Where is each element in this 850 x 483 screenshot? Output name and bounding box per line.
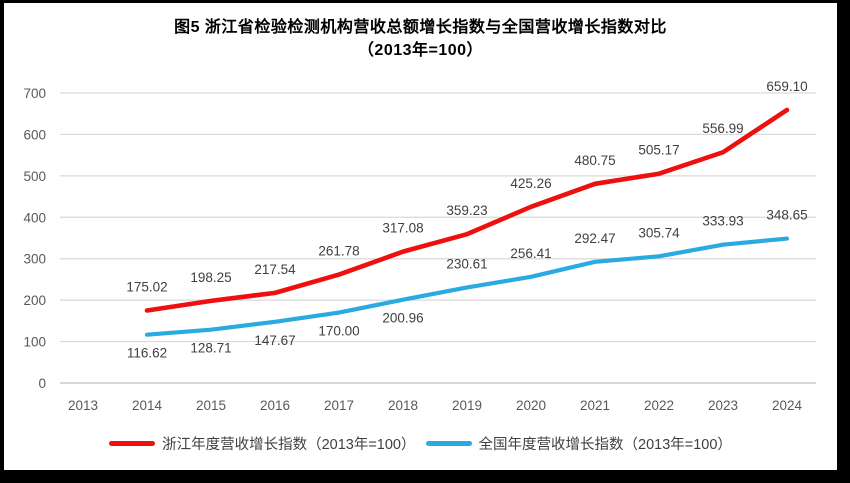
x-tick-label: 2016 [260,398,290,413]
y-tick-label: 500 [23,169,46,184]
data-label-series-0: 425.26 [510,176,551,191]
data-label-series-0: 198.25 [190,270,231,285]
x-tick-label: 2020 [516,398,546,413]
data-label-series-1: 128.71 [190,341,231,356]
y-tick-label: 400 [23,210,46,225]
data-label-series-0: 175.02 [126,279,167,294]
x-tick-label: 2021 [580,398,610,413]
data-label-series-1: 348.65 [766,208,807,223]
data-label-series-1: 292.47 [574,231,615,246]
y-tick-label: 700 [23,86,46,101]
data-label-series-1: 333.93 [702,214,743,229]
x-tick-label: 2015 [196,398,226,413]
data-label-series-0: 217.54 [254,262,296,277]
x-tick-label: 2017 [324,398,354,413]
x-tick-label: 2014 [132,398,163,413]
legend-label: 浙江年度营收增长指数（2013年=100） [162,437,416,453]
series-line-0 [144,107,790,313]
data-label-series-1: 170.00 [318,324,359,339]
legend-line-marker [425,441,472,446]
data-label-series-1: 200.96 [382,311,423,326]
data-label-series-1: 230.61 [446,256,487,271]
x-tick-label: 2022 [644,398,674,413]
chart-title-line1: 图5 浙江省检验检测机构营收总额增长指数与全国营收增长指数对比 [174,19,667,36]
data-label-series-0: 359.23 [446,203,487,218]
data-label-series-0: 480.75 [574,153,615,168]
legend-item-1: 全国年度营收增长指数（2013年=100） [425,433,732,454]
y-tick-label: 200 [23,293,46,308]
y-tick-label: 300 [23,252,46,267]
x-tick-label: 2023 [708,398,738,413]
data-label-series-1: 116.62 [127,346,167,361]
data-label-series-1: 305.74 [638,225,680,240]
legend-item-0: 浙江年度营收增长指数（2013年=100） [109,433,416,454]
data-label-series-0: 556.99 [702,121,743,136]
x-tick-label: 2018 [388,398,418,413]
data-label-series-1: 256.41 [510,246,551,261]
data-label-series-0: 659.10 [766,79,807,94]
x-tick-label: 2024 [772,398,803,413]
chart-title-line2: （2013年=100） [357,42,484,59]
legend-label: 全国年度营收增长指数（2013年=100） [478,437,732,453]
legend-line-marker [109,441,156,446]
x-tick-label: 2013 [68,398,98,413]
data-label-series-0: 261.78 [318,244,359,259]
series-line-1 [144,236,790,337]
x-tick-label: 2019 [452,398,482,413]
data-label-series-1: 147.67 [254,333,295,348]
data-label-series-0: 505.17 [638,143,679,158]
y-tick-label: 100 [23,335,46,350]
data-label-series-0: 317.08 [382,221,423,236]
y-tick-label: 600 [23,127,46,142]
chart-canvas: 0 100 200 300 400 500 600 700 2013 2014 2015 2016 20… [23,79,816,413]
chart-title: 图5 浙江省检验检测机构营收总额增长指数与全国营收增长指数对比 （2013年=1… [4,16,837,62]
y-tick-label: 0 [38,376,46,391]
chart-legend: 浙江年度营收增长指数（2013年=100） 全国年度营收增长指数（2013年=10… [4,433,837,454]
